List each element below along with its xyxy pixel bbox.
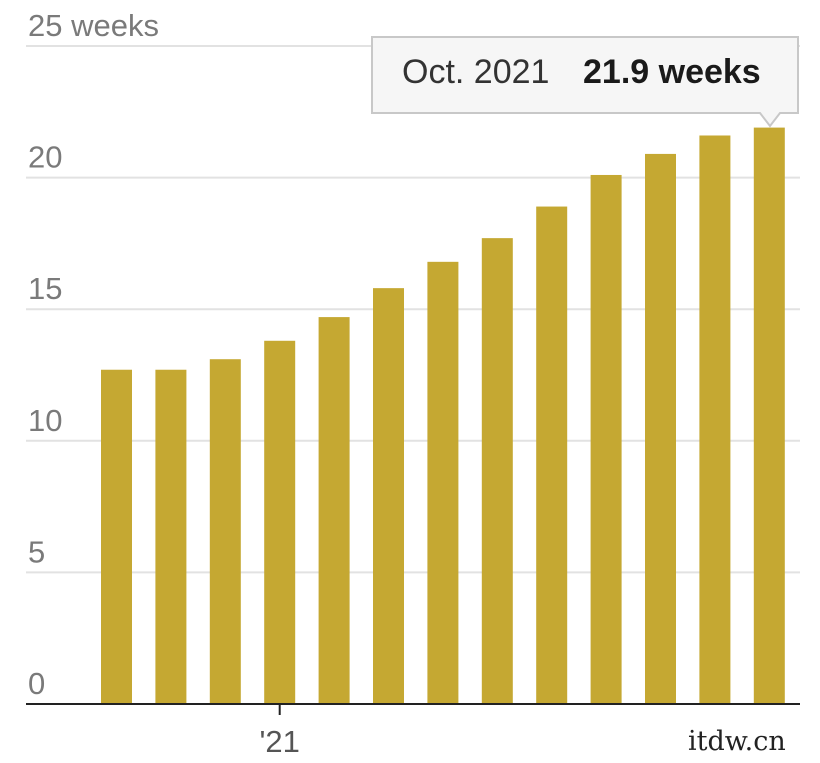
bar [209, 359, 241, 704]
y-tick-label: 10 [28, 403, 62, 438]
y-tick-label: 5 [28, 534, 45, 569]
tooltip-date: Oct. 2021 [402, 53, 549, 91]
bar [264, 340, 296, 704]
bar [373, 288, 404, 704]
x-tick-label: '21 [259, 724, 299, 759]
tooltip-value: 21.9 weeks [583, 53, 761, 91]
gridlines [26, 45, 800, 574]
y-tick-label: 15 [28, 271, 62, 306]
bar [645, 153, 676, 705]
y-tick-label: 20 [28, 140, 62, 175]
y-tick-label: 25 weeks [28, 8, 159, 43]
tooltip: Oct. 2021 21.9 weeks [371, 36, 799, 128]
x-axis-tick-labels: '21 [259, 704, 300, 759]
watermark-text: itdw.cn [688, 726, 786, 757]
bar [155, 369, 187, 704]
bar [427, 261, 459, 704]
bar [101, 369, 132, 704]
bar [753, 127, 785, 705]
bar [590, 174, 622, 704]
bar [536, 206, 568, 704]
y-tick-label: 0 [28, 666, 45, 701]
bar [699, 135, 731, 704]
tooltip-box [371, 36, 799, 128]
bars [101, 127, 785, 705]
bar [318, 317, 350, 704]
y-axis-tick-labels: 0 5 10 15 20 25 weeks [28, 8, 159, 701]
bar [481, 238, 513, 705]
